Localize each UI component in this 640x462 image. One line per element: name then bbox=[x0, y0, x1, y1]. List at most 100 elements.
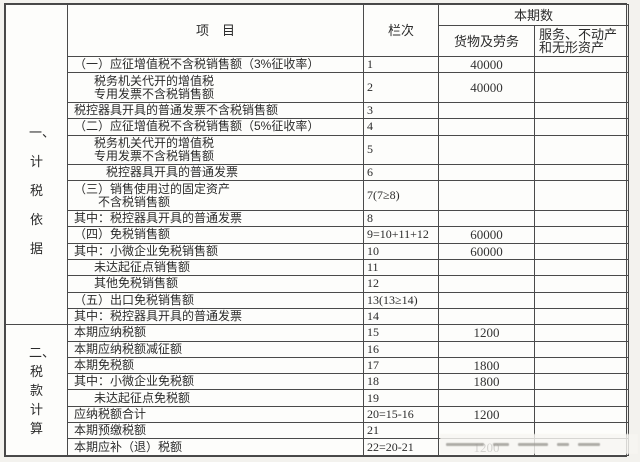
lanci-cell: 4 bbox=[363, 118, 439, 136]
item-cell: 本期预缴税额 bbox=[67, 422, 364, 440]
lanci-cell: 12 bbox=[363, 275, 439, 293]
item-cell: （二）应征增值税不含税销售额（5%征收率） bbox=[67, 118, 364, 136]
lanci-cell: 2 bbox=[363, 72, 439, 103]
section-label-tax-calculation: 二、税款计算 bbox=[5, 324, 68, 456]
item-cell: 本期应纳税额减征额 bbox=[67, 340, 364, 358]
table-row: 本期应纳税额减征额 16 bbox=[6, 340, 630, 358]
goods-value-cell: 40000 bbox=[438, 56, 535, 74]
table-row: 应纳税额合计 20=15-16 1200 bbox=[6, 405, 630, 424]
table-row: 二、税款计算 本期应纳税额 15 1200 bbox=[5, 324, 630, 456]
section-label-text: 一、计税依据 bbox=[29, 124, 56, 256]
table-row: 其中：税控器具开具的普通发票 14 bbox=[6, 307, 630, 326]
table-row: 未达起征点免税额 19 bbox=[6, 389, 630, 407]
table-row: 其中：小微企业免税额 18 1800 bbox=[6, 373, 630, 391]
services-value-cell bbox=[533, 258, 630, 277]
item-cell: 税控器具开具的普通发票 bbox=[67, 164, 364, 182]
table-row: 未达起征点销售额 11 bbox=[6, 258, 630, 277]
item-cell: 本期应纳税额 bbox=[67, 324, 364, 342]
services-value-cell bbox=[533, 405, 630, 424]
table-row: 其他免税销售额 12 bbox=[6, 275, 630, 293]
goods-value-cell bbox=[438, 258, 535, 277]
item-cell: 其中：小微企业免税额 bbox=[67, 373, 364, 391]
lanci-cell: 21 bbox=[363, 422, 439, 440]
watermark-dash bbox=[518, 442, 548, 446]
services-value-cell bbox=[533, 180, 630, 212]
services-value-cell bbox=[533, 164, 630, 182]
table-row: 税控器具开具的普通发票不含税销售额 3 bbox=[6, 101, 630, 120]
item-cell: 未达起征点免税额 bbox=[67, 389, 364, 407]
services-value-cell bbox=[533, 118, 630, 136]
item-cell: （一）应征增值税不含税销售额（3%征收率） bbox=[67, 56, 364, 74]
services-value-cell bbox=[533, 389, 630, 407]
table-row: 本期免税额 17 1800 bbox=[6, 356, 630, 375]
lanci-cell: 1 bbox=[363, 56, 439, 74]
lanci-cell: 3 bbox=[363, 101, 439, 120]
header-section-blank bbox=[5, 3, 68, 57]
header-lanci-column: 栏次 bbox=[363, 3, 439, 58]
goods-value-cell bbox=[438, 275, 535, 293]
goods-value-cell bbox=[438, 389, 535, 407]
lanci-cell: 14 bbox=[363, 307, 439, 326]
goods-value-cell bbox=[438, 307, 535, 326]
header-row-1: 项 目 栏次 本期数 bbox=[5, 3, 630, 58]
goods-value-cell: 40000 bbox=[438, 72, 535, 103]
goods-value-cell bbox=[438, 118, 535, 136]
item-cell: （四）免税销售额 bbox=[67, 226, 364, 244]
table-row: 税务机关代开的增值税 专用发票不含税销售额 5 bbox=[6, 134, 630, 166]
section-label-text: 二、税款计算 bbox=[29, 344, 56, 436]
services-value-cell bbox=[533, 356, 630, 375]
item-cell: 其他免税销售额 bbox=[67, 275, 364, 293]
item-cell: （三）销售使用过的固定资产 不含税销售额 bbox=[67, 180, 364, 212]
lanci-cell: 15 bbox=[363, 324, 439, 342]
table-row: 税控器具开具的普通发票 6 bbox=[6, 164, 630, 182]
goods-value-cell bbox=[438, 180, 535, 212]
table-row: （四）免税销售额 9=10+11+12 60000 bbox=[6, 226, 630, 244]
services-value-cell bbox=[533, 373, 630, 391]
watermark-dash bbox=[557, 442, 569, 446]
lanci-cell: 16 bbox=[363, 340, 439, 358]
watermark-dash bbox=[578, 442, 600, 446]
lanci-cell: 10 bbox=[363, 242, 439, 260]
table-row: （二）应征增值税不含税销售额（5%征收率） 4 bbox=[6, 118, 630, 136]
goods-value-cell: 60000 bbox=[438, 242, 535, 260]
header-row-2: 货物及劳务 服务、不动产和无形资产 bbox=[6, 25, 630, 58]
form-table: 项 目 栏次 本期数 货物及劳务 服务、不动产和无形资产 一、计税依据 （一）应… bbox=[4, 3, 630, 457]
table-row: 其中：小微企业免税销售额 10 60000 bbox=[6, 242, 630, 260]
section-label-tax-basis: 一、计税依据 bbox=[5, 56, 68, 326]
table-row: 其中：税控器具开具的普通发票 8 bbox=[6, 210, 630, 228]
goods-value-cell bbox=[438, 134, 535, 166]
goods-value-cell bbox=[438, 291, 535, 309]
table-row: 一、计税依据 （一）应征增值税不含税销售额（3%征收率） 1 40000 bbox=[5, 56, 630, 326]
services-value-cell bbox=[533, 56, 630, 74]
lanci-cell: 18 bbox=[363, 373, 439, 391]
goods-value-cell: 1800 bbox=[438, 373, 535, 391]
services-value-cell bbox=[533, 291, 630, 309]
header-goods-services: 货物及劳务 bbox=[438, 25, 535, 58]
lanci-cell: 7(7≥8) bbox=[363, 180, 439, 212]
goods-value-cell bbox=[438, 164, 535, 182]
goods-value-cell: 60000 bbox=[438, 226, 535, 244]
item-cell: 本期应补（退）税额 bbox=[67, 438, 364, 456]
lanci-cell: 19 bbox=[363, 389, 439, 407]
item-cell: 税控器具开具的普通发票不含税销售额 bbox=[67, 101, 364, 120]
lanci-cell: 22=20-21 bbox=[363, 438, 439, 456]
item-cell: 其中：税控器具开具的普通发票 bbox=[67, 307, 364, 326]
header-current-period: 本期数 bbox=[437, 3, 630, 27]
item-cell: 未达起征点销售额 bbox=[67, 258, 364, 277]
lanci-cell: 8 bbox=[363, 210, 439, 228]
services-value-cell bbox=[533, 210, 630, 228]
item-cell: 其中：小微企业免税销售额 bbox=[67, 242, 364, 260]
watermark-dash bbox=[446, 442, 484, 446]
table-row: （五）出口免税销售额 13(13≥14) bbox=[6, 291, 630, 309]
lanci-cell: 11 bbox=[363, 258, 439, 277]
item-cell: 本期免税额 bbox=[67, 356, 364, 375]
lanci-cell: 20=15-16 bbox=[363, 405, 439, 424]
watermark-smudge bbox=[440, 434, 638, 454]
goods-value-cell: 1800 bbox=[438, 356, 535, 375]
services-value-cell bbox=[533, 307, 630, 326]
lanci-cell: 5 bbox=[363, 134, 439, 166]
goods-value-cell bbox=[438, 340, 535, 358]
goods-value-cell: 1200 bbox=[438, 405, 535, 424]
item-cell: （五）出口免税销售额 bbox=[67, 291, 364, 309]
lanci-cell: 17 bbox=[363, 356, 439, 375]
